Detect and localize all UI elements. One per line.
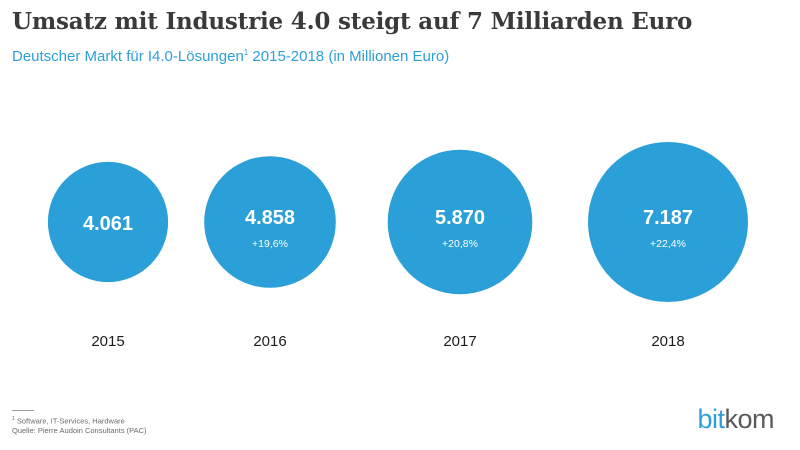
- chart-subtitle: Deutscher Markt für I4.0-Lösungen1 2015-…: [12, 48, 449, 65]
- growth-label-2016: +19,6%: [252, 238, 288, 250]
- growth-label-2017: +20,8%: [442, 238, 478, 250]
- footnote-1-marker: 1: [12, 416, 15, 422]
- footnote-divider: [12, 410, 34, 411]
- bitkom-logo: bitkom: [697, 404, 774, 435]
- value-label-2018: 7.187: [643, 207, 693, 229]
- value-label-2017: 5.870: [435, 207, 485, 229]
- subtitle-text: Deutscher Markt für I4.0-Lösungen: [12, 48, 244, 65]
- bubble-2016: [204, 156, 336, 288]
- value-label-2015: 4.061: [83, 213, 133, 235]
- chart-title: Umsatz mit Industrie 4.0 steigt auf 7 Mi…: [12, 8, 693, 35]
- footnote-1: 1 Software, IT-Services, Hardware: [12, 416, 125, 426]
- year-label-2017: 2017: [443, 333, 476, 350]
- year-label-2018: 2018: [651, 333, 684, 350]
- bubble-2015: [47, 161, 169, 283]
- growth-label-2018: +22,4%: [650, 238, 686, 250]
- logo-part-bit: bit: [697, 404, 725, 434]
- bubble-2018: [588, 142, 748, 302]
- subtitle-unit-text: 2015-2018 (in Millionen Euro): [248, 48, 450, 65]
- logo-part-kom: kom: [724, 404, 774, 434]
- bubble-chart: 4.061 2015 4.858 +19,6% 2016 5.870 +20,8% 2017 7…: [47, 142, 748, 350]
- bubble-2017: [387, 149, 533, 295]
- year-label-2016: 2016: [253, 333, 286, 350]
- year-label-2015: 2015: [91, 333, 124, 350]
- value-label-2016: 4.858: [245, 207, 295, 229]
- subtitle-footnote-marker: 1: [243, 48, 249, 57]
- footnote-1-text: Software, IT-Services, Hardware: [14, 416, 125, 426]
- source-note: Quelle: Pierre Audoin Consultants (PAC): [12, 426, 147, 435]
